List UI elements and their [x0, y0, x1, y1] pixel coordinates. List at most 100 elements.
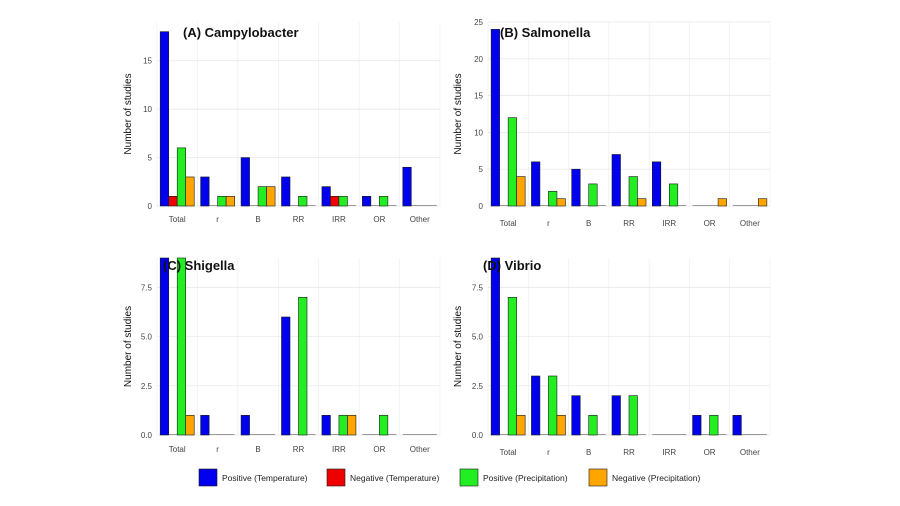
bar-r-positive-temperature [200, 415, 210, 436]
bar-irr-negative-precipitation [347, 415, 357, 436]
bar-b-positive-temperature [571, 168, 581, 207]
bar-irr-positive-temperature [651, 161, 662, 207]
panel-title: (A) Campylobacter [183, 25, 299, 40]
panel-title: (C) Shigella [163, 258, 235, 273]
bar-r-positive-precipitation [217, 196, 227, 207]
bar-b-positive-precipitation [257, 186, 267, 207]
legend: Positive (Temperature) Negative (Temperat… [198, 468, 701, 487]
bar-b-positive-precipitation [258, 434, 267, 435]
bar-or-positive-temperature [692, 415, 702, 436]
bar-other-positive-precipitation [749, 434, 759, 435]
x-tick-label-total: Total [500, 448, 517, 457]
bar-other-negative-precipitation [428, 205, 437, 206]
legend-swatch [326, 468, 346, 487]
bar-total-positive-temperature [159, 31, 170, 207]
y-axis-label: Number of studies [453, 73, 464, 154]
bar-b-positive-temperature [240, 415, 250, 436]
bar-irr-negative-precipitation [347, 205, 356, 206]
bar-b-negative-precipitation [597, 205, 606, 206]
panel-d-vibrio: 0.0 2.5 5.0 7.5 Total r B RR IRR OR Other (D) Vibri… [453, 257, 771, 457]
bar-rr-negative-precipitation [637, 434, 646, 435]
bar-total-positive-precipitation [176, 257, 187, 436]
bar-other-negative-temperature [411, 434, 420, 435]
bar-rr-positive-precipitation [298, 196, 308, 207]
legend-label: Negative (Temperature) [350, 473, 439, 483]
bar-b-negative-temperature [580, 205, 589, 206]
legend-swatch [198, 468, 218, 487]
bar-or-positive-precipitation [379, 415, 389, 436]
x-tick-label-rr: RR [293, 445, 305, 454]
bar-other-positive-temperature [732, 415, 742, 436]
x-tick-label-irr: IRR [662, 448, 676, 457]
x-tick-label-b: B [586, 448, 591, 457]
x-tick-label-or: OR [373, 215, 385, 224]
legend-item-positive-precipitation: Positive (Precipitation) [459, 468, 568, 487]
bar-irr-negative-precipitation [677, 434, 687, 435]
y-tick-label: 5.0 [472, 333, 484, 342]
bar-rr-positive-temperature [281, 316, 291, 436]
bar-total-negative-temperature [168, 196, 178, 207]
y-tick-label: 5 [148, 154, 153, 163]
x-tick-label-or: OR [704, 219, 716, 228]
bar-total-positive-temperature [490, 257, 500, 436]
bar-rr-negative-temperature [620, 434, 629, 435]
bar-b-negative-temperature [249, 205, 259, 206]
bar-total-positive-temperature [159, 257, 170, 436]
x-tick-label-b: B [255, 445, 260, 454]
legend-label: Positive (Temperature) [222, 473, 308, 483]
bar-other-positive-temperature [402, 434, 412, 435]
bar-irr-negative-temperature [330, 196, 340, 207]
bar-b-negative-precipitation [266, 434, 276, 435]
x-tick-label-total: Total [500, 219, 517, 228]
bar-or-negative-temperature [701, 434, 710, 435]
bar-or-negative-temperature [701, 205, 710, 206]
bar-total-negative-precipitation [516, 176, 526, 207]
bar-irr-positive-precipitation [668, 183, 679, 207]
x-tick-label-b: B [586, 219, 591, 228]
y-tick-label: 0 [479, 202, 484, 211]
x-tick-label-other: Other [740, 448, 760, 457]
bar-r-negative-temperature [539, 205, 549, 206]
bar-irr-positive-precipitation [669, 434, 678, 435]
bar-b-positive-precipitation [588, 183, 598, 207]
legend-item-negative-precipitation: Negative (Precipitation) [588, 468, 701, 487]
bar-other-positive-temperature [402, 166, 412, 207]
y-tick-label: 2.5 [472, 382, 484, 391]
bar-total-positive-temperature [490, 29, 500, 207]
bar-other-positive-temperature [732, 205, 742, 206]
bar-b-negative-precipitation [266, 186, 276, 207]
legend-label: Positive (Precipitation) [483, 473, 568, 483]
bar-r-negative-temperature [209, 205, 218, 206]
bar-r-positive-temperature [200, 176, 210, 207]
x-tick-label-r: r [216, 215, 219, 224]
bar-b-positive-temperature [571, 395, 581, 436]
bar-total-negative-temperature [168, 434, 178, 435]
y-tick-label: 0.0 [141, 431, 153, 440]
y-tick-label: 15 [474, 92, 483, 101]
bar-other-negative-temperature [411, 205, 420, 206]
bar-r-negative-precipitation [225, 196, 235, 207]
y-axis-label: Number of studies [123, 73, 134, 154]
y-tick-label: 2.5 [141, 382, 153, 391]
x-tick-label-rr: RR [623, 219, 635, 228]
bar-total-negative-precipitation [516, 415, 526, 436]
bar-total-positive-precipitation [507, 117, 517, 207]
bar-r-positive-precipitation [548, 190, 558, 207]
bar-or-negative-precipitation [387, 434, 397, 435]
bar-irr-positive-temperature [652, 434, 661, 435]
bar-or-positive-precipitation [709, 205, 719, 206]
bar-other-negative-temperature [741, 205, 750, 206]
bar-rr-negative-precipitation [307, 434, 316, 435]
bar-rr-positive-temperature [611, 395, 621, 436]
x-tick-label-other: Other [410, 215, 430, 224]
bar-r-negative-precipitation [226, 434, 235, 435]
bar-total-positive-precipitation [507, 297, 517, 436]
bar-or-positive-precipitation [709, 415, 719, 436]
bar-r-positive-precipitation [548, 375, 558, 436]
y-tick-label: 5 [479, 165, 484, 174]
x-tick-label-other: Other [740, 219, 760, 228]
y-tick-label: 7.5 [472, 284, 484, 293]
bar-b-negative-precipitation [597, 434, 606, 435]
bar-total-negative-precipitation [185, 415, 195, 436]
